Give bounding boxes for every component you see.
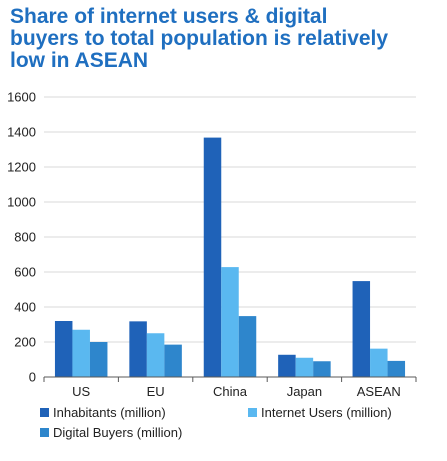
y-tick-label: 400 [14,300,36,315]
y-tick-label: 200 [14,335,36,350]
bar-asean-series-0 [352,281,371,377]
legend-swatch-inhabitants [40,408,49,417]
bar-eu-series-0 [129,321,147,377]
bar-eu-series-2 [164,344,182,377]
chart-title: Share of internet users & digital buyers… [10,6,440,72]
y-tick-label: 1600 [7,90,36,105]
y-tick-label: 1200 [7,160,36,175]
bar-us-series-0 [54,321,73,377]
y-axis-ticks: 0 200 400 600 800 1000 1200 1400 1600 [7,90,36,385]
x-axis [43,376,417,382]
bar-asean-series-2 [387,360,406,377]
chart-title-line-1: Share of internet users & digital [10,5,328,28]
x-tick-label: ASEAN [357,384,401,399]
chart-title-line-3: low in ASEAN [10,49,149,72]
y-tick-label: 1000 [7,195,36,210]
bar-japan-series-2 [313,361,331,377]
bar-japan-series-0 [278,354,296,377]
legend-swatch-digital-buyers [40,428,49,437]
legend-item-inhabitants: Inhabitants (million) [40,405,166,420]
bar-us-series-2 [89,342,108,377]
y-tick-label: 0 [29,370,36,385]
y-tick-label: 600 [14,265,36,280]
x-tick-label: US [72,384,90,399]
legend-label-inhabitants: Inhabitants (million) [53,405,166,420]
chart-title-line-2: buyers to total population is relatively [10,27,389,50]
bar-china-series-1 [221,267,239,377]
bar-eu-series-1 [146,333,165,377]
bar-asean-series-1 [370,348,388,377]
bar-china-series-0 [203,137,222,377]
legend-label-internet-users: Internet Users (million) [261,405,392,420]
x-axis-ticks: US EU China Japan ASEAN [72,384,401,399]
legend-label-digital-buyers: Digital Buyers (million) [53,425,183,440]
bars [54,137,406,377]
legend-swatch-internet-users [248,408,257,417]
legend-item-digital-buyers: Digital Buyers (million) [40,425,182,440]
x-tick-label: China [213,384,248,399]
legend-item-internet-users: Internet Users (million) [248,405,392,420]
bar-japan-series-1 [295,357,314,377]
y-tick-label: 800 [14,230,36,245]
x-tick-label: Japan [287,384,322,399]
x-tick-label: EU [147,384,165,399]
bar-us-series-1 [72,329,90,377]
y-tick-label: 1400 [7,125,36,140]
bar-china-series-2 [238,316,257,377]
